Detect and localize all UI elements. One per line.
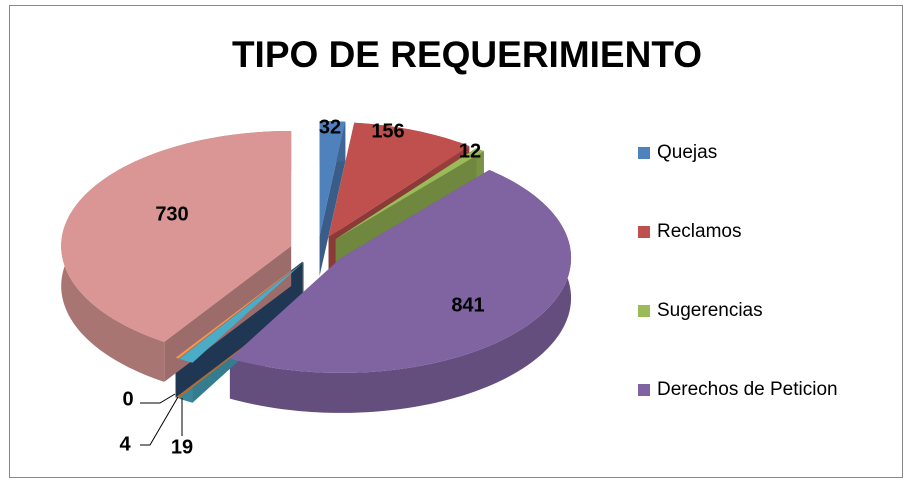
data-label: 12 (459, 140, 481, 162)
slice (229, 170, 572, 373)
slice (175, 261, 303, 359)
slice-wall (229, 170, 572, 413)
legend-label: Sugerencias (657, 300, 763, 321)
slice (61, 130, 292, 342)
leader-line (140, 396, 179, 446)
legend-label: Quejas (657, 142, 717, 163)
slice (328, 122, 470, 238)
legend-swatch (638, 305, 650, 317)
data-label: 19 (171, 436, 193, 458)
data-label: 841 (451, 294, 484, 316)
data-label: 156 (371, 120, 404, 142)
leader-line (140, 393, 176, 404)
data-label: 32 (319, 116, 341, 138)
slice (335, 148, 484, 240)
slice-side (164, 130, 292, 382)
slice (179, 262, 304, 363)
legend-swatch (638, 226, 650, 238)
data-label: 0 (122, 388, 133, 410)
legend-label: Reclamos (657, 221, 741, 242)
legend-swatch (638, 147, 650, 159)
chart-title: TIPO DE REQUERIMIENTO (232, 34, 702, 75)
data-label: 730 (155, 203, 188, 225)
slice (319, 121, 346, 237)
data-label: 4 (119, 433, 131, 455)
legend-swatch (638, 384, 650, 396)
legend-label: Derechos de Peticion (657, 379, 838, 400)
